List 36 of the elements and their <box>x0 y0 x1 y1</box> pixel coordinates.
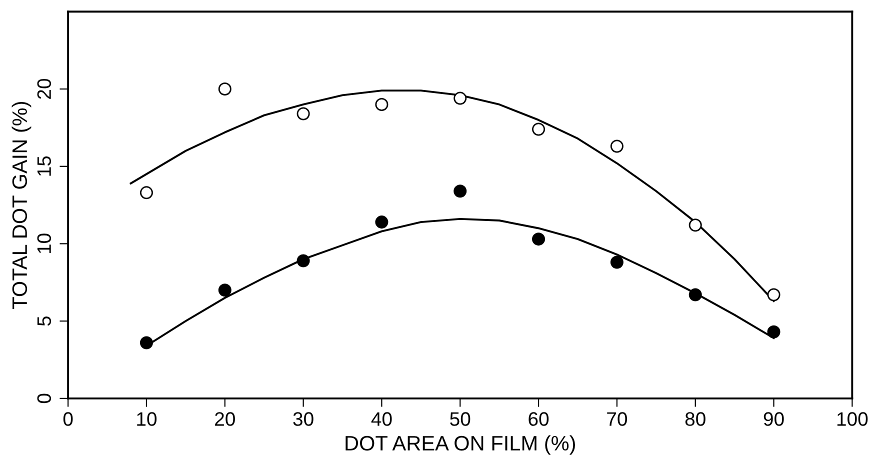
x-tick-label: 10 <box>137 412 157 426</box>
x-tick-label: 60 <box>528 412 549 426</box>
y-tick-label: 0 <box>37 394 52 404</box>
x-tick-label: 70 <box>607 412 627 426</box>
point <box>688 288 702 302</box>
point <box>296 254 310 268</box>
x-axis-title: DOT AREA ON FILM (%) <box>346 435 575 455</box>
point <box>767 288 780 302</box>
y-tick-label: 20 <box>37 78 52 99</box>
point <box>532 232 546 246</box>
point <box>375 216 388 229</box>
point <box>688 218 702 232</box>
point <box>454 92 467 105</box>
x-tick-label: 100 <box>837 412 868 426</box>
x-tick-label: 0 <box>63 412 73 426</box>
point <box>140 186 153 200</box>
x-tick-label: 90 <box>764 412 784 426</box>
point <box>218 284 232 297</box>
x-tick-label: 50 <box>450 412 470 426</box>
point <box>375 98 388 111</box>
y-tick-label: 5 <box>37 316 52 326</box>
point <box>610 140 624 153</box>
point <box>296 107 310 120</box>
point <box>767 325 780 338</box>
y-tick-label: 10 <box>37 234 52 254</box>
point <box>610 256 624 269</box>
x-tick-label: 80 <box>685 412 706 426</box>
y-axis-title: TOTAL DOT GAIN (%) <box>12 102 32 309</box>
point <box>218 82 232 96</box>
point <box>532 122 546 136</box>
x-tick-label: 40 <box>371 412 392 426</box>
point <box>140 336 153 350</box>
point <box>454 184 467 198</box>
y-tick-label: 15 <box>37 156 52 176</box>
x-tick-label: 20 <box>215 412 235 426</box>
x-tick-label: 30 <box>293 412 314 426</box>
